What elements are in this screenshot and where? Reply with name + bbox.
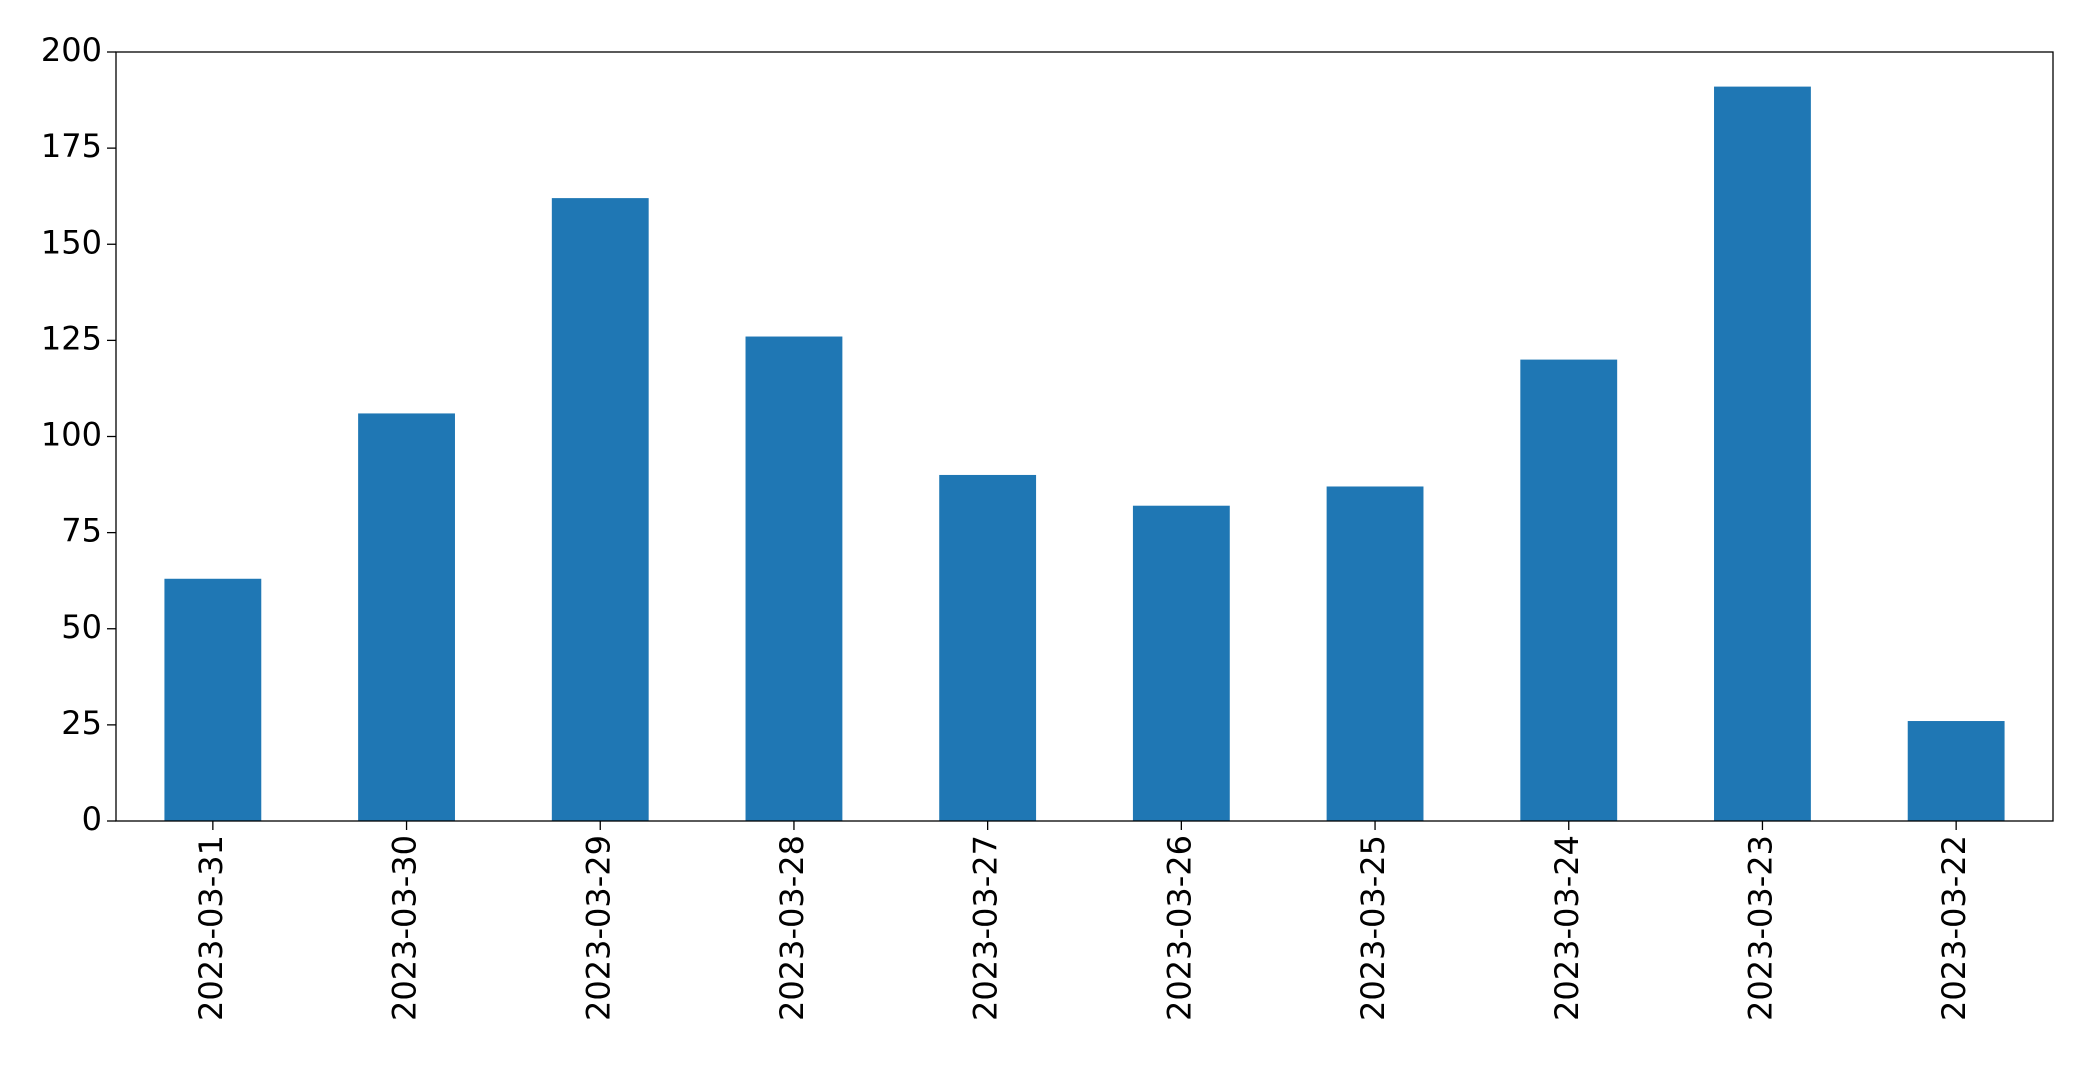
x-tick-label: 2023-03-22 [1935,835,1973,1021]
bar [551,198,649,822]
x-tick-label: 2023-03-23 [1741,835,1779,1021]
y-tick-label: 125 [41,319,102,357]
plot-frame [115,51,2054,822]
y-tick-label: 0 [82,800,102,838]
x-tick-label: 2023-03-28 [773,835,811,1021]
bar [745,336,843,821]
y-tick-label: 150 [41,223,102,261]
y-tick-label: 100 [41,416,102,454]
bar [1132,505,1230,821]
x-tick-label: 2023-03-31 [192,835,230,1021]
y-tick-label: 25 [61,704,102,742]
y-tick-label: 50 [61,608,102,646]
x-tick-label: 2023-03-30 [386,835,424,1021]
bar [1907,721,2005,821]
x-tick-label: 2023-03-24 [1548,835,1586,1021]
bar [1714,86,1811,822]
bar [164,578,262,821]
bar [358,413,455,821]
y-tick-label: 75 [61,512,102,550]
x-tick-label: 2023-03-27 [967,835,1005,1021]
bar [1326,486,1424,821]
bar [1520,359,1618,821]
y-tick-label: 200 [41,31,102,69]
y-tick-label: 175 [41,127,102,165]
bar [939,474,1037,821]
x-tick-label: 2023-03-25 [1354,835,1392,1021]
x-tick-label: 2023-03-26 [1160,835,1198,1021]
x-tick-label: 2023-03-29 [579,835,617,1021]
